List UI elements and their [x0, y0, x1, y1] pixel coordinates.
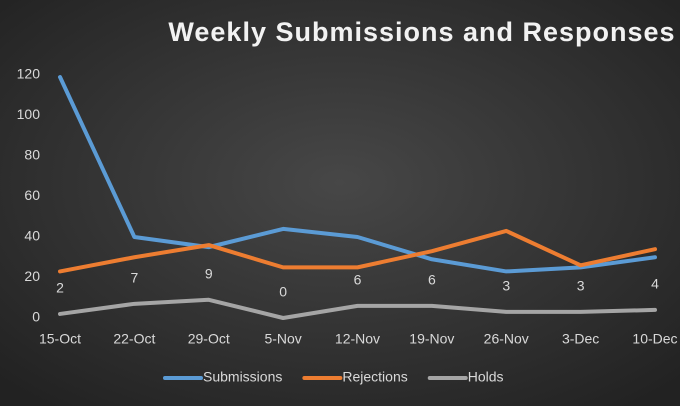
data-label: 3	[502, 278, 510, 294]
x-tick-label: 3-Dec	[562, 331, 599, 347]
data-label: 3	[577, 278, 585, 294]
y-tick-label: 80	[24, 147, 40, 163]
x-tick-label: 5-Nov	[264, 331, 301, 347]
y-tick-label: 100	[17, 106, 41, 122]
legend-label: Submissions	[203, 369, 282, 385]
x-tick-label: 19-Nov	[409, 331, 454, 347]
data-label: 6	[428, 272, 436, 288]
x-tick-label: 15-Oct	[39, 331, 81, 347]
y-tick-label: 20	[24, 268, 40, 284]
data-label: 4	[651, 276, 659, 292]
series-line	[58, 228, 657, 274]
series-line	[58, 75, 657, 274]
series-line	[58, 297, 657, 320]
y-tick-label: 40	[24, 228, 40, 244]
data-label: 6	[354, 272, 362, 288]
data-label: 2	[56, 280, 64, 296]
x-tick-label: 29-Oct	[188, 331, 230, 347]
chart-title: Weekly Submissions and Responses	[168, 17, 675, 47]
x-tick-label: 26-Nov	[484, 331, 529, 347]
y-tick-label: 0	[32, 309, 40, 325]
legend-label: Holds	[468, 369, 504, 385]
data-label: 9	[205, 265, 213, 281]
y-tick-label: 120	[17, 66, 41, 82]
data-label: 0	[279, 284, 287, 300]
data-label: 7	[130, 270, 138, 286]
y-tick-label: 60	[24, 187, 40, 203]
x-tick-label: 12-Nov	[335, 331, 380, 347]
x-tick-label: 10-Dec	[632, 331, 677, 347]
legend-label: Rejections	[342, 369, 407, 385]
x-tick-label: 22-Oct	[113, 331, 155, 347]
